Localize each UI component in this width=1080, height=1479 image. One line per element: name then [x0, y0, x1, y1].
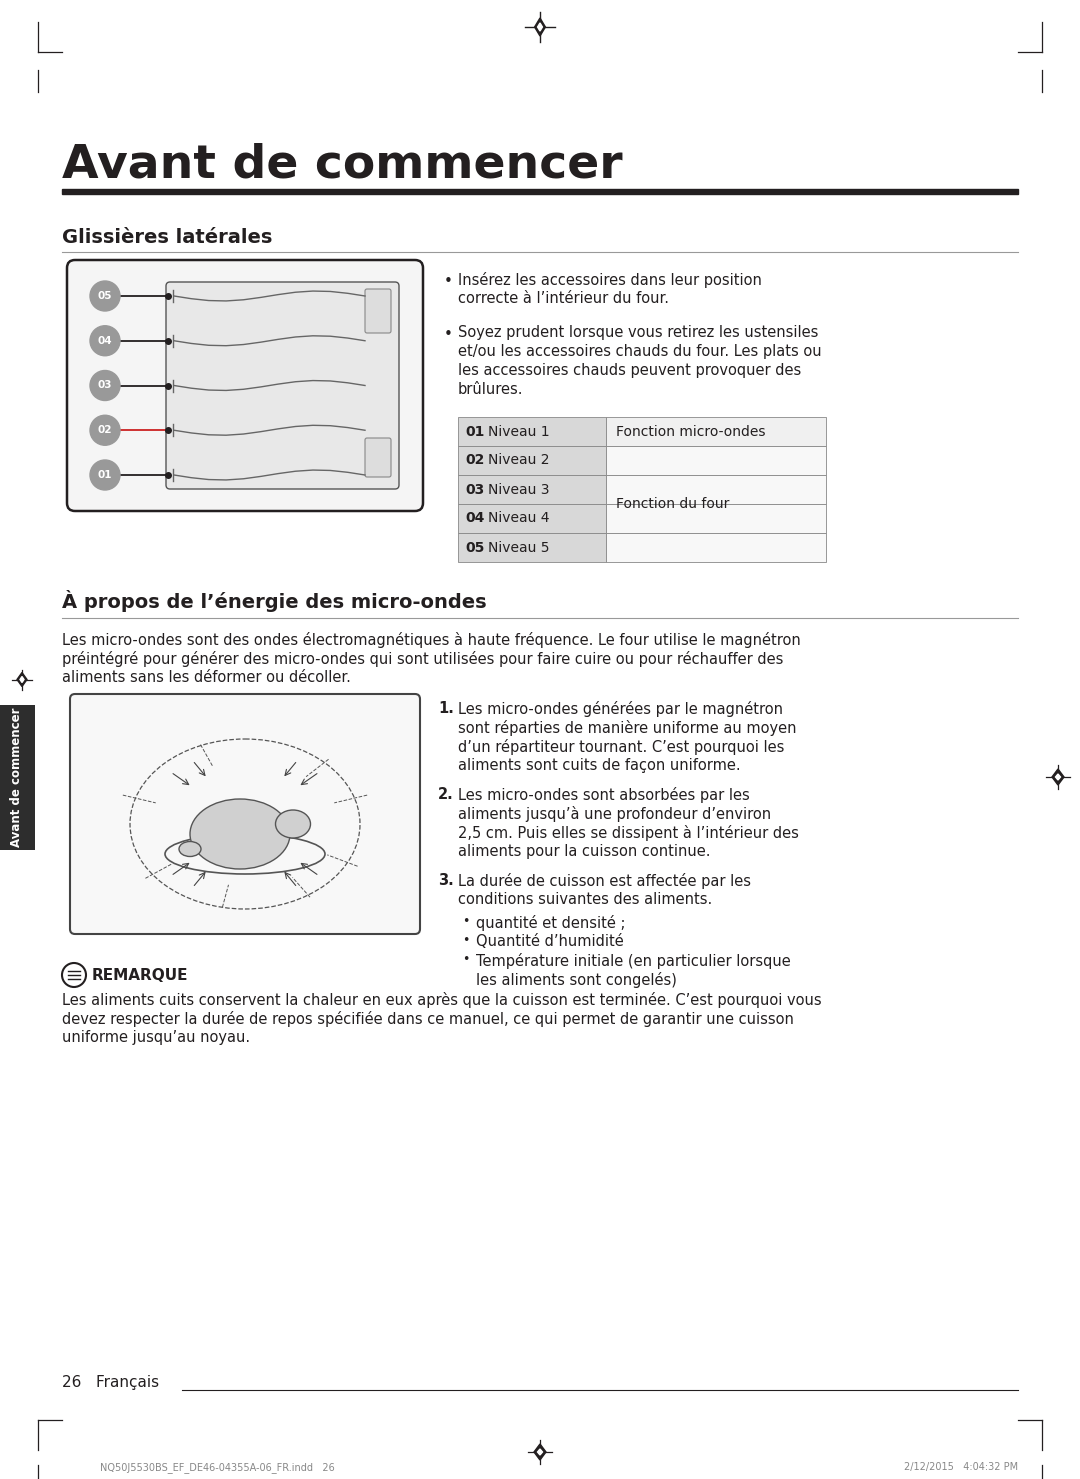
- Polygon shape: [17, 673, 27, 686]
- Text: aliments sans les déformer ou décoller.: aliments sans les déformer ou décoller.: [62, 670, 351, 685]
- Circle shape: [90, 325, 120, 356]
- Text: Température initiale (en particulier lorsque: Température initiale (en particulier lor…: [476, 952, 791, 969]
- Circle shape: [90, 371, 120, 401]
- FancyBboxPatch shape: [67, 260, 423, 512]
- Text: 01: 01: [98, 470, 112, 481]
- Ellipse shape: [190, 799, 291, 870]
- Text: 03: 03: [98, 380, 112, 390]
- Circle shape: [90, 460, 120, 490]
- Text: À propos de l’énergie des micro-ondes: À propos de l’énergie des micro-ondes: [62, 590, 487, 612]
- Bar: [606, 475, 826, 504]
- Text: Insérez les accessoires dans leur position: Insérez les accessoires dans leur positi…: [458, 272, 761, 288]
- Bar: [458, 504, 606, 532]
- Text: Quantité d’humidité: Quantité d’humidité: [476, 935, 624, 950]
- Text: Avant de commencer: Avant de commencer: [62, 143, 623, 188]
- Circle shape: [90, 281, 120, 311]
- Text: La durée de cuisson est affectée par les: La durée de cuisson est affectée par les: [458, 873, 751, 889]
- Polygon shape: [21, 676, 24, 682]
- Text: Fonction micro-ondes: Fonction micro-ondes: [616, 424, 766, 438]
- Text: aliments jusqu’à une profondeur d’environ: aliments jusqu’à une profondeur d’enviro…: [458, 806, 771, 822]
- Bar: [606, 532, 826, 562]
- Text: Les micro-ondes générées par le magnétron: Les micro-ondes générées par le magnétro…: [458, 701, 783, 717]
- Text: 2.: 2.: [438, 787, 454, 802]
- Text: Niveau 1: Niveau 1: [488, 424, 550, 438]
- Text: REMARQUE: REMARQUE: [92, 967, 189, 984]
- Text: Niveau 4: Niveau 4: [488, 512, 550, 525]
- Ellipse shape: [275, 810, 311, 839]
- Text: aliments sont cuits de façon uniforme.: aliments sont cuits de façon uniforme.: [458, 759, 741, 774]
- FancyBboxPatch shape: [365, 438, 391, 478]
- Text: Les micro-ondes sont absorbées par les: Les micro-ondes sont absorbées par les: [458, 787, 750, 803]
- FancyBboxPatch shape: [365, 288, 391, 333]
- Polygon shape: [534, 1444, 546, 1460]
- Bar: [458, 532, 606, 562]
- Text: les aliments sont congelés): les aliments sont congelés): [476, 972, 677, 988]
- Text: 03: 03: [465, 482, 484, 497]
- Text: conditions suivantes des aliments.: conditions suivantes des aliments.: [458, 892, 712, 907]
- Text: Les micro-ondes sont des ondes électromagnétiques à haute fréquence. Le four uti: Les micro-ondes sont des ondes électroma…: [62, 632, 800, 648]
- Text: correcte à l’intérieur du four.: correcte à l’intérieur du four.: [458, 291, 669, 306]
- Text: et/ou les accessoires chauds du four. Les plats ou: et/ou les accessoires chauds du four. Le…: [458, 345, 822, 359]
- Polygon shape: [1052, 769, 1064, 785]
- Text: •: •: [462, 916, 470, 927]
- Text: 02: 02: [98, 426, 112, 435]
- Bar: [458, 475, 606, 504]
- Circle shape: [90, 416, 120, 445]
- Text: •: •: [444, 274, 453, 288]
- Text: 2/12/2015   4:04:32 PM: 2/12/2015 4:04:32 PM: [904, 1463, 1018, 1472]
- Text: Niveau 2: Niveau 2: [488, 454, 550, 467]
- Text: Glissières latérales: Glissières latérales: [62, 228, 272, 247]
- Text: uniforme jusqu’au noyau.: uniforme jusqu’au noyau.: [62, 1029, 251, 1046]
- Text: Fonction du four: Fonction du four: [616, 497, 729, 512]
- Bar: [458, 417, 606, 447]
- Polygon shape: [538, 1449, 542, 1455]
- Text: Les aliments cuits conservent la chaleur en eux après que la cuisson est terminé: Les aliments cuits conservent la chaleur…: [62, 992, 822, 1009]
- Ellipse shape: [179, 842, 201, 856]
- FancyBboxPatch shape: [70, 694, 420, 935]
- Text: 2,5 cm. Puis elles se dissipent à l’intérieur des: 2,5 cm. Puis elles se dissipent à l’inté…: [458, 825, 799, 842]
- Text: 04: 04: [465, 512, 484, 525]
- Text: devez respecter la durée de repos spécifiée dans ce manuel, ce qui permet de gar: devez respecter la durée de repos spécif…: [62, 1012, 794, 1026]
- Polygon shape: [538, 24, 542, 31]
- Text: quantité et densité ;: quantité et densité ;: [476, 916, 625, 930]
- Text: Soyez prudent lorsque vous retirez les ustensiles: Soyez prudent lorsque vous retirez les u…: [458, 325, 819, 340]
- Text: 26   Français: 26 Français: [62, 1375, 159, 1390]
- Bar: [606, 447, 826, 475]
- Text: 3.: 3.: [438, 873, 454, 887]
- FancyBboxPatch shape: [166, 282, 399, 490]
- Bar: [62, 189, 1018, 194]
- Text: 01: 01: [465, 424, 484, 438]
- Text: •: •: [444, 327, 453, 342]
- Circle shape: [62, 963, 86, 986]
- Bar: [606, 417, 826, 447]
- Text: d’un répartiteur tournant. C’est pourquoi les: d’un répartiteur tournant. C’est pourquo…: [458, 740, 784, 754]
- Text: 02: 02: [465, 454, 484, 467]
- Text: 1.: 1.: [438, 701, 454, 716]
- Text: préintégré pour générer des micro-ondes qui sont utilisées pour faire cuire ou p: préintégré pour générer des micro-ondes …: [62, 651, 783, 667]
- Text: Niveau 3: Niveau 3: [488, 482, 550, 497]
- Polygon shape: [1055, 774, 1061, 779]
- Text: 04: 04: [97, 336, 112, 346]
- Bar: [606, 504, 826, 532]
- Text: Niveau 5: Niveau 5: [488, 540, 550, 555]
- Text: 05: 05: [465, 540, 484, 555]
- Text: Avant de commencer: Avant de commencer: [11, 707, 24, 847]
- Text: •: •: [462, 935, 470, 947]
- Bar: [458, 447, 606, 475]
- Text: sont réparties de manière uniforme au moyen: sont réparties de manière uniforme au mo…: [458, 720, 797, 737]
- Text: 05: 05: [98, 291, 112, 302]
- Text: brûlures.: brûlures.: [458, 382, 524, 396]
- Text: NQ50J5530BS_EF_DE46-04355A-06_FR.indd   26: NQ50J5530BS_EF_DE46-04355A-06_FR.indd 26: [100, 1463, 335, 1473]
- Text: •: •: [462, 952, 470, 966]
- Bar: [0, 704, 35, 849]
- Text: les accessoires chauds peuvent provoquer des: les accessoires chauds peuvent provoquer…: [458, 362, 801, 379]
- Polygon shape: [535, 18, 545, 35]
- Text: aliments pour la cuisson continue.: aliments pour la cuisson continue.: [458, 845, 711, 859]
